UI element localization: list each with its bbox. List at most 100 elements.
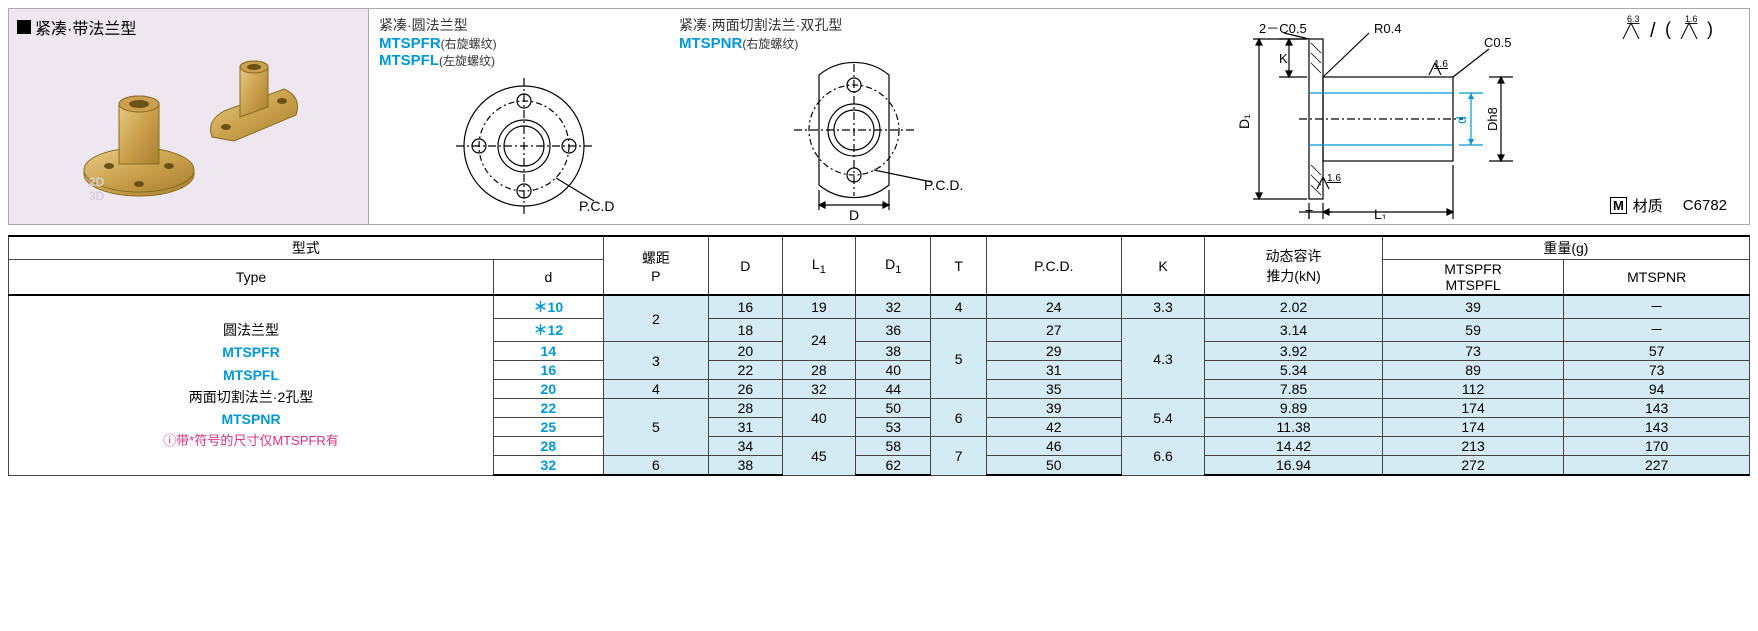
- diag-col-round: 紧凑·圆法兰型 MTSPFR(右旋螺纹) MTSPFL(左旋螺纹): [379, 15, 679, 222]
- diag1-note1: (右旋螺纹): [441, 37, 497, 51]
- r8-thrust: 16.94: [1205, 456, 1383, 476]
- r2-D1: 38: [856, 342, 931, 361]
- r4-L1: 32: [782, 380, 856, 399]
- tb-l4: 两面切割法兰·2孔型: [15, 386, 487, 408]
- tb-l3: MTSPFL: [15, 364, 487, 386]
- r5-D1: 50: [856, 399, 931, 418]
- r6-d: 25: [494, 418, 604, 437]
- r8-D1: 62: [856, 456, 931, 476]
- r0-d: ＊10: [494, 295, 604, 319]
- r7-w1: 213: [1382, 437, 1564, 456]
- r5-L1: 40: [782, 399, 856, 437]
- r7-L1: 45: [782, 437, 856, 476]
- r2-PCD: 29: [986, 342, 1121, 361]
- material-label: 材质: [1633, 195, 1663, 216]
- r0-P: 2: [603, 295, 708, 342]
- photo-title-text: 紧凑·带法兰型: [35, 15, 136, 39]
- th-thrust: 动态容许 推力(kN): [1205, 236, 1383, 295]
- r1-thrust: 3.14: [1205, 319, 1383, 342]
- d-label: d: [1453, 116, 1469, 124]
- L1-label: L₁: [1374, 206, 1387, 219]
- pcd-label-1: P.C.D.: [579, 198, 614, 214]
- r8-PCD: 50: [986, 456, 1121, 476]
- r5-thrust: 9.89: [1205, 399, 1383, 418]
- diag-col-oblong: 紧凑·两面切割法兰·双孔型 MTSPNR(右旋螺纹): [679, 15, 1059, 222]
- tb-l5: MTSPNR: [15, 408, 487, 430]
- r1-K: 4.3: [1121, 319, 1205, 399]
- T-label: T: [1305, 207, 1313, 219]
- th-K: K: [1121, 236, 1205, 295]
- r6-D1: 53: [856, 418, 931, 437]
- c05a: 2－C0.5: [1259, 21, 1307, 36]
- spec-table: 型式 螺距 P D L1 D1 T P.C.D. K 动态容许 推力(kN) 重…: [8, 235, 1750, 476]
- r2-w2: 57: [1564, 342, 1750, 361]
- r0-D: 16: [709, 295, 783, 319]
- r5-K: 5.4: [1121, 399, 1205, 437]
- r0-T: 4: [931, 295, 986, 319]
- ra16b: 1.6: [1327, 173, 1341, 184]
- diagrams-area: 6.3 / ( 1.6 ) 紧凑·圆法兰型 MTSPFR(右旋螺纹) MTSPF…: [369, 9, 1749, 224]
- r6-w2: 143: [1564, 418, 1750, 437]
- th-type: Type: [9, 260, 494, 296]
- th-weight-top: 重量(g): [1382, 236, 1749, 260]
- r5-T: 6: [931, 399, 986, 437]
- r6-D: 31: [709, 418, 783, 437]
- r0-w2: －: [1564, 295, 1750, 319]
- r5-w1: 174: [1382, 399, 1564, 418]
- diag2-title: 紧凑·两面切割法兰·双孔型: [679, 15, 1059, 35]
- diag1-note2: (左旋螺纹): [439, 54, 495, 68]
- r1-D1: 36: [856, 319, 931, 342]
- r2-d: 14: [494, 342, 604, 361]
- r2-thrust: 3.92: [1205, 342, 1383, 361]
- r0-D1: 32: [856, 295, 931, 319]
- photo-area: 2D 3D: [17, 39, 360, 209]
- r0-K: 3.3: [1121, 295, 1205, 319]
- r4-D: 26: [709, 380, 783, 399]
- th-d: d: [494, 260, 604, 296]
- r4-thrust: 7.85: [1205, 380, 1383, 399]
- diag1-title: 紧凑·圆法兰型: [379, 15, 679, 35]
- r2-D: 20: [709, 342, 783, 361]
- oblong-flange-svg: P.C.D. D: [759, 52, 979, 222]
- r1-w1: 59: [1382, 319, 1564, 342]
- D1-label: D₁: [1236, 113, 1252, 128]
- r8-w2: 227: [1564, 456, 1750, 476]
- section-svg: 2－C0.5 R0.4 C0.5 1.6 1.6 K D₁ d Dh8 T L₁: [1209, 19, 1589, 219]
- r7-D1: 58: [856, 437, 931, 456]
- r2-w1: 73: [1382, 342, 1564, 361]
- r3-w1: 89: [1382, 361, 1564, 380]
- c05b: C0.5: [1484, 35, 1511, 50]
- r1-L1: 24: [782, 319, 856, 361]
- pcd-label-2: P.C.D.: [924, 177, 963, 193]
- th-w2: MTSPNR: [1564, 260, 1750, 296]
- r4-D1: 44: [856, 380, 931, 399]
- r6-PCD: 42: [986, 418, 1121, 437]
- r6-thrust: 11.38: [1205, 418, 1383, 437]
- Dh8-label: Dh8: [1485, 107, 1500, 131]
- r1-D: 18: [709, 319, 783, 342]
- r8-d: 32: [494, 456, 604, 476]
- photo-title: 紧凑·带法兰型: [17, 15, 360, 39]
- th-D1: D1: [856, 236, 931, 295]
- r4-P: 4: [603, 380, 708, 399]
- r4-w1: 112: [1382, 380, 1564, 399]
- r5-P: 5: [603, 399, 708, 456]
- r0-w1: 39: [1382, 295, 1564, 319]
- r3-PCD: 31: [986, 361, 1121, 380]
- th-D: D: [709, 236, 783, 295]
- r7-T: 7: [931, 437, 986, 476]
- D-label: D: [849, 207, 859, 222]
- round-flange-svg: P.C.D.: [444, 71, 614, 221]
- r3-D1: 40: [856, 361, 931, 380]
- r0-PCD: 24: [986, 295, 1121, 319]
- r7-thrust: 14.42: [1205, 437, 1383, 456]
- diag1-code1: MTSPFR: [379, 35, 441, 52]
- material-value: C6782: [1683, 197, 1727, 214]
- diag2-note1: (右旋螺纹): [742, 37, 798, 51]
- r5-w2: 143: [1564, 399, 1750, 418]
- r7-PCD: 46: [986, 437, 1121, 456]
- material-box: M 材质 C6782: [1610, 195, 1727, 216]
- th-PCD: P.C.D.: [986, 236, 1121, 295]
- r0-thrust: 2.02: [1205, 295, 1383, 319]
- r5-PCD: 39: [986, 399, 1121, 418]
